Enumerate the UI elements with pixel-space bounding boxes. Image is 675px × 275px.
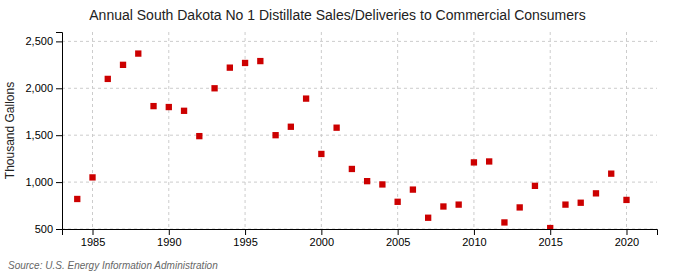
tick-mark (245, 229, 246, 235)
tick: 2020 (615, 229, 639, 248)
point (532, 183, 538, 189)
point (608, 170, 614, 176)
tick: 2005 (386, 229, 410, 248)
point (471, 159, 477, 165)
point (410, 186, 416, 192)
point (364, 178, 370, 184)
point (501, 219, 507, 225)
tick-label: 1995 (233, 236, 257, 248)
plot-area: 1985 1990 1995 2000 2005 2010 2015 2020 500 1,000… (25, 32, 657, 248)
tick-mark (56, 229, 62, 230)
tick-label: 1990 (157, 236, 181, 248)
tick-mark (169, 229, 170, 235)
tick-label: 1,000 (25, 176, 53, 188)
point (166, 104, 172, 110)
tick-label: 2020 (615, 236, 639, 248)
tick-mark (550, 229, 551, 235)
point (135, 50, 141, 56)
point (196, 133, 202, 139)
point (272, 132, 278, 138)
tick: 2000 (310, 229, 334, 248)
tick-label: 2,500 (25, 35, 53, 47)
point (333, 125, 339, 131)
tick: 1985 (81, 229, 105, 248)
point (379, 181, 385, 187)
axis-line (63, 230, 658, 236)
points (74, 50, 630, 229)
tick-label: 2010 (462, 236, 486, 248)
point (120, 62, 126, 68)
tick-label: 1,500 (25, 129, 53, 141)
point (89, 174, 95, 180)
tick-label: 2000 (310, 236, 334, 248)
point (288, 124, 294, 130)
tick-mark (626, 229, 627, 235)
tick: 2010 (462, 229, 486, 248)
grid-line (550, 32, 551, 229)
tick: 2,000 (25, 82, 62, 94)
tick-label: 500 (35, 223, 53, 235)
axis-line (56, 33, 63, 230)
tick-mark (56, 182, 62, 183)
chart-container: Annual South Dakota No 1 Distillate Sale… (0, 0, 675, 275)
point (623, 197, 629, 203)
point (303, 95, 309, 101)
point (242, 60, 248, 66)
tick-label: 2005 (386, 236, 410, 248)
point (486, 158, 492, 164)
chart-svg: Annual South Dakota No 1 Distillate Sale… (0, 0, 675, 275)
grid-line (92, 32, 93, 229)
point (517, 204, 523, 210)
point (456, 201, 462, 207)
tick-mark (56, 135, 62, 136)
point (150, 103, 156, 109)
point (105, 76, 111, 82)
grid-line (62, 182, 657, 183)
tick-mark (56, 41, 62, 42)
tick: 2,500 (25, 35, 62, 47)
tick-mark (398, 229, 399, 235)
point (227, 64, 233, 70)
tick-mark (474, 229, 475, 235)
point (440, 203, 446, 209)
tick: 2015 (538, 229, 562, 248)
point (257, 58, 263, 64)
point (318, 151, 324, 157)
point (578, 200, 584, 206)
grid-line (62, 88, 657, 89)
grid-line (62, 41, 657, 42)
tick-label: 1985 (81, 236, 105, 248)
grid (62, 32, 657, 229)
annotation: Source: U.S. Energy Information Administ… (8, 260, 218, 271)
tick: 1990 (157, 229, 181, 248)
tick-mark (321, 229, 322, 235)
tick: 1,000 (25, 176, 62, 188)
point (547, 225, 553, 229)
y-axis-title: Thousand Gallons (3, 82, 17, 179)
x-axis: 1985 1990 1995 2000 2005 2010 2015 2020 (63, 229, 658, 248)
point (211, 85, 217, 91)
grid-line (168, 32, 169, 229)
tick-label: 2015 (538, 236, 562, 248)
point (394, 199, 400, 205)
tick: 500 (35, 223, 62, 235)
tick: 1,500 (25, 129, 62, 141)
point (562, 201, 568, 207)
point (349, 166, 355, 172)
point (181, 108, 187, 114)
point (74, 196, 80, 202)
y-axis: 500 1,000 1,500 2,000 2,500 (25, 33, 62, 236)
grid-line (473, 32, 474, 229)
grid-line (62, 135, 657, 136)
point (425, 215, 431, 221)
tick-mark (56, 88, 62, 89)
tick-mark (93, 229, 94, 235)
tick: 1995 (233, 229, 257, 248)
chart-title: Annual South Dakota No 1 Distillate Sale… (89, 7, 585, 23)
tick-label: 2,000 (25, 82, 53, 94)
point (593, 190, 599, 196)
grid-line (321, 32, 322, 229)
